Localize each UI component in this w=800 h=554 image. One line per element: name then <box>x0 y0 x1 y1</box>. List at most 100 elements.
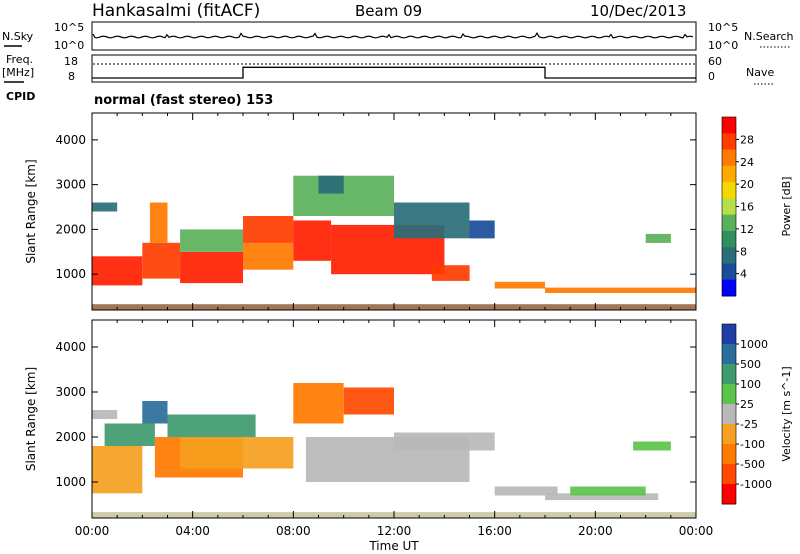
colorbar-label: Velocity [m s^-1] <box>780 366 793 461</box>
y-tick-label: 4000 <box>55 133 86 147</box>
velocity-chart: 1000 2000 3000 4000 Slant Range [km] 00:00 04:… <box>24 319 793 553</box>
colorbar-swatch <box>722 279 736 297</box>
colorbar-swatch <box>722 133 736 151</box>
colorbar-swatch <box>722 214 736 232</box>
freq-panel-frame <box>91 54 697 83</box>
cpid-label: CPID <box>6 90 35 103</box>
x-tick-label: 00:00 <box>75 524 110 538</box>
colorbar-swatch <box>722 484 736 505</box>
x-tick-label: 20:00 <box>578 524 613 538</box>
heatmap-cell <box>545 287 696 293</box>
heatmap-cell <box>180 437 243 469</box>
colorbar-swatch <box>722 182 736 199</box>
heatmap-cell <box>645 233 671 243</box>
colorbar-swatch <box>722 344 736 365</box>
heatmap-cell <box>92 256 143 286</box>
colorbar-tick-label: 8 <box>740 245 747 258</box>
heatmap-cell <box>494 281 545 289</box>
colorbar-frame <box>721 323 737 505</box>
station-title: Hankasalmi (fitACF) <box>92 1 260 21</box>
colorbar-swatch <box>722 324 736 345</box>
nsearch-label: N.Search <box>744 30 794 43</box>
colorbar-swatch <box>722 384 736 405</box>
colorbar-tick-label: 24 <box>740 156 754 169</box>
heatmap-cell <box>394 432 495 451</box>
heatmap-cell <box>633 441 671 451</box>
colorbar-tick-label: 25 <box>740 398 754 411</box>
heatmap-cell <box>570 486 646 496</box>
colorbar-tick-label: 20 <box>740 178 754 191</box>
colorbar-tick-label: 16 <box>740 201 754 214</box>
y-tick-label: 2000 <box>55 222 86 236</box>
heatmap-cell <box>243 216 294 243</box>
nsky-label: N.Sky <box>2 30 34 43</box>
colorbar-swatch <box>722 117 736 134</box>
colorbar-tick-label: -100 <box>740 438 765 451</box>
cpid-text: normal (fast stereo) 153 <box>94 93 273 108</box>
freq-unit-label: [MHz] <box>2 66 34 79</box>
nsky-trace <box>92 32 694 39</box>
beam-title: Beam 09 <box>355 2 422 20</box>
colorbar-swatch <box>722 230 736 248</box>
heatmap-cell <box>243 437 294 469</box>
colorbar-tick-label: 4 <box>740 268 747 281</box>
nave-tick-top: 60 <box>708 55 722 68</box>
freq-trace <box>92 66 696 79</box>
colorbar-swatch <box>722 464 736 485</box>
colorbar-tick-label: 12 <box>740 223 754 236</box>
colorbar-swatch <box>722 424 736 445</box>
nave-tick-bottom: 0 <box>708 70 715 83</box>
x-tick-label: 08:00 <box>276 524 311 538</box>
heatmap-cell <box>142 242 181 279</box>
y-axis-label: Slant Range [km] <box>24 159 38 263</box>
heatmap-cell <box>142 401 168 424</box>
noise-tick-right-top: 10^5 <box>708 21 738 34</box>
noise-panel: N.Sky 10^5 10^0 10^5 10^0 N.Search <box>2 21 794 52</box>
heatmap-cell <box>394 202 470 239</box>
colorbar-swatch <box>722 149 736 167</box>
heatmap-cell <box>494 486 558 496</box>
heatmap-cell <box>293 220 332 261</box>
heatmap-cell <box>293 383 344 424</box>
heatmap-cell <box>167 414 256 437</box>
y-tick-label: 1000 <box>55 475 86 489</box>
heatmap-cell <box>431 265 470 281</box>
y-tick-label: 3000 <box>55 385 86 399</box>
freq-panel: Freq. [MHz] 18 8 60 0 Nave <box>2 53 774 85</box>
power-chart: 1000 2000 3000 4000 Slant Range [km] 28 24 20 16… <box>24 112 793 311</box>
colorbar-label: Power [dB] <box>780 177 793 237</box>
colorbar-swatch <box>722 444 736 465</box>
y-tick-label: 3000 <box>55 178 86 192</box>
noise-tick-left-bottom: 10^0 <box>54 39 84 52</box>
colorbar-tick-label: -25 <box>740 418 758 431</box>
y-tick-label: 4000 <box>55 340 86 354</box>
freq-tick-top: 18 <box>64 55 78 68</box>
heatmap-cell <box>92 446 143 494</box>
noise-tick-right-bottom: 10^0 <box>708 39 738 52</box>
colorbar-tick-label: 1000 <box>740 338 768 351</box>
colorbar-swatch <box>722 247 736 264</box>
colorbar-tick-label: 28 <box>740 133 754 146</box>
colorbar-swatch <box>722 263 736 281</box>
colorbar-tick-label: 500 <box>740 358 761 371</box>
x-axis-label: Time UT <box>368 539 419 553</box>
date-title: 10/Dec/2013 <box>590 2 686 20</box>
y-axis-label: Slant Range [km] <box>24 367 38 471</box>
heatmap-cell <box>343 387 394 415</box>
nave-label: Nave <box>746 66 774 79</box>
heatmap-cell <box>92 202 118 212</box>
x-tick-label: 00:00 <box>679 524 714 538</box>
heatmap-cell <box>180 251 243 284</box>
noise-tick-left-top: 10^5 <box>54 21 84 34</box>
colorbar-tick-label: -500 <box>740 458 765 471</box>
colorbar-tick-label: -1000 <box>740 478 772 491</box>
x-tick-label: 12:00 <box>377 524 412 538</box>
colorbar-tick-label: 100 <box>740 378 761 391</box>
noise-panel-frame <box>91 21 697 51</box>
colorbar-swatch <box>722 364 736 385</box>
heatmap-cell <box>180 229 243 252</box>
heatmap-cell <box>104 423 155 446</box>
colorbar-swatch <box>722 198 736 216</box>
x-tick-label: 04:00 <box>175 524 210 538</box>
